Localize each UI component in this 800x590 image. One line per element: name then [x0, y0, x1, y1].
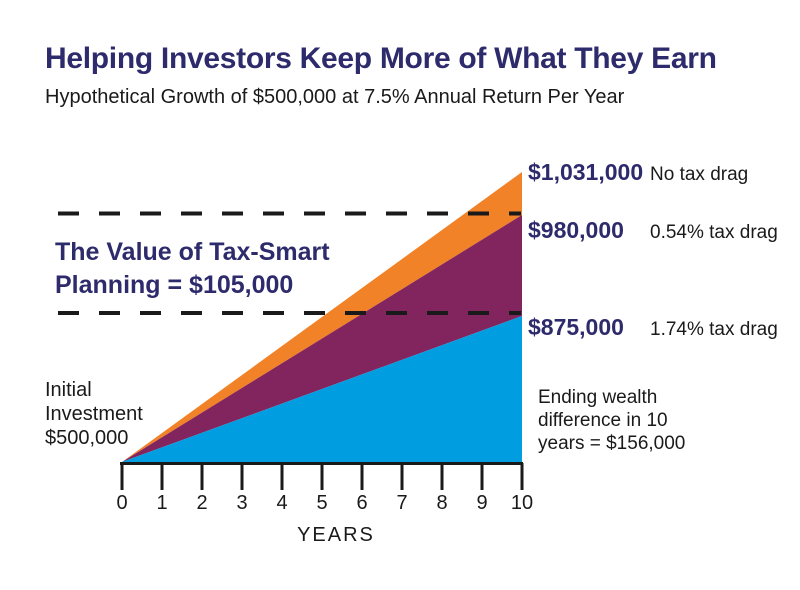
high-tax-drag-area	[122, 316, 522, 462]
initial-note-line-2: Investment	[45, 403, 143, 425]
x-tick-label: 10	[510, 492, 534, 514]
ending-note-line-1: Ending wealth	[538, 387, 658, 408]
x-tick-label: 3	[236, 492, 248, 514]
initial-investment-note: Initial Investment $500,000	[45, 378, 143, 450]
x-tick-label: 7	[396, 492, 408, 514]
x-tick-label: 2	[196, 492, 208, 514]
x-axis-ticks	[120, 463, 524, 490]
x-tick-label: 5	[316, 492, 328, 514]
endpoint-row-low-tax-drag: $980,000 0.54% tax drag	[528, 217, 778, 244]
x-axis-label: YEARS	[297, 524, 375, 546]
page-title: Helping Investors Keep More of What They…	[45, 42, 717, 75]
series-label-high-tax-drag: 1.74% tax drag	[650, 319, 778, 340]
x-tick-label: 1	[156, 492, 168, 514]
series-label-low-tax-drag: 0.54% tax drag	[650, 222, 778, 243]
series-label-no-tax-drag: No tax drag	[650, 164, 749, 185]
end-value-low-tax-drag: $980,000	[528, 217, 624, 243]
initial-note-line-1: Initial	[45, 379, 92, 401]
endpoint-row-high-tax-drag: $875,000 1.74% tax drag	[528, 314, 778, 341]
endpoint-row-no-tax-drag: $1,031,000 No tax drag	[528, 159, 748, 186]
low-tax-drag-area	[122, 215, 522, 462]
x-tick-label: 4	[276, 492, 288, 514]
tax-smart-value-callout: The Value of Tax-Smart Planning = $105,0…	[55, 236, 330, 302]
no-tax-drag-area	[122, 172, 522, 462]
x-tick-label: 6	[356, 492, 368, 514]
page-subtitle: Hypothetical Growth of $500,000 at 7.5% …	[45, 86, 625, 108]
callout-line-2: Planning = $105,000	[55, 271, 294, 299]
ending-wealth-note: Ending wealth difference in 10 years = $…	[538, 386, 685, 455]
x-tick-label: 8	[436, 492, 448, 514]
ending-note-line-3: years = $156,000	[538, 433, 686, 454]
x-tick-label: 9	[476, 492, 488, 514]
end-value-high-tax-drag: $875,000	[528, 314, 624, 340]
callout-line-1: The Value of Tax-Smart	[55, 238, 330, 266]
initial-note-line-3: $500,000	[45, 427, 129, 449]
x-tick-label: 0	[116, 492, 128, 514]
ending-note-line-2: difference in 10	[538, 410, 668, 431]
end-value-no-tax-drag: $1,031,000	[528, 159, 644, 185]
